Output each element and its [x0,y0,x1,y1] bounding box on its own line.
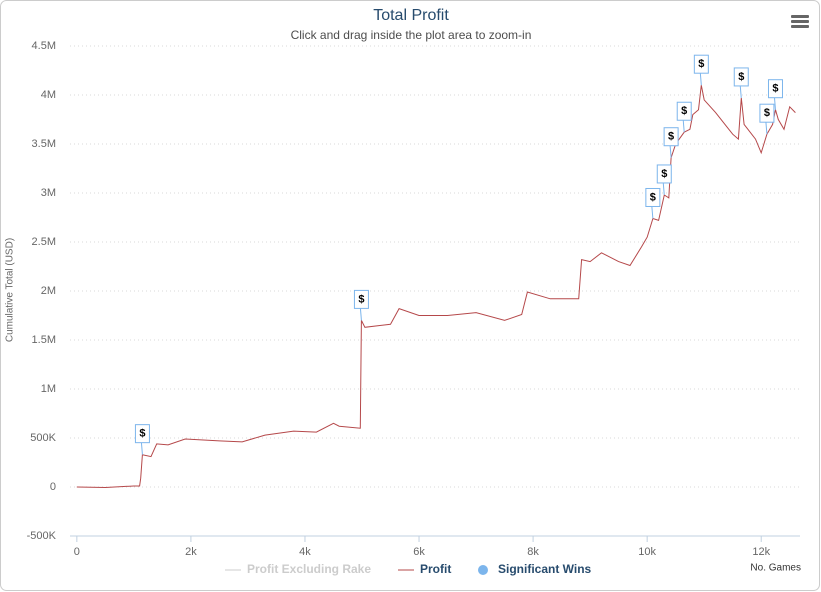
y-axis-label: Cumulative Total (USD) [5,238,16,342]
flag-label: $ [139,428,145,440]
flag-label: $ [661,168,667,180]
menu-button[interactable] [791,15,809,28]
flag-label: $ [681,105,687,117]
flag-label: $ [650,191,656,203]
win-flag: $ [645,187,661,219]
y-tick-label: 2.5M [32,236,56,248]
win-flag: $ [733,67,749,98]
win-flag: $ [693,54,709,86]
legend-label: Profit Excluding Rake [247,562,371,576]
y-tick-label: -500K [27,530,57,542]
y-tick-label: 500K [30,432,56,444]
flag-connector [699,73,702,86]
x-tick-label: 2k [185,546,197,558]
legend-item[interactable]: Significant Wins [478,562,592,576]
flag-connector [765,122,768,135]
win-flag: $ [134,424,150,455]
flag-box [645,187,661,207]
x-tick-label: 10k [638,546,656,558]
flag-label: $ [738,71,744,83]
flag-label: $ [772,83,778,95]
flag-label: $ [764,107,770,119]
y-tick-label: 4M [41,89,56,101]
flag-box [733,67,749,87]
y-tick-label: 2M [41,285,56,297]
legend-label: Significant Wins [498,562,592,576]
win-flag: $ [767,79,783,110]
flag-connector [773,97,776,110]
legend-item[interactable]: Profit Excluding Rake [225,562,371,576]
flag-label: $ [668,131,674,143]
flag-box [663,127,679,147]
flag-box [759,103,775,123]
y-tick-label: 3M [41,187,56,199]
flag-box [353,289,369,309]
flag-connector [682,120,685,133]
flag-connector [669,145,672,158]
y-tick-label: 4.5M [32,40,56,52]
win-flag: $ [676,101,692,133]
flag-box [134,424,150,444]
x-axis-label: No. Games [750,563,801,574]
flag-connector [739,85,742,98]
win-flag: $ [353,289,369,321]
profit-line [76,85,796,489]
legend-item[interactable]: Profit [398,562,451,576]
menu-bar [791,25,809,28]
win-flag: $ [656,164,672,196]
y-tick-label: 0 [50,481,56,493]
chart-title: Total Profit [373,7,449,24]
flag-connector [662,182,665,196]
flag-connector [140,442,143,455]
flag-box [656,164,672,184]
x-tick-label: 12k [752,546,770,558]
legend-label: Profit [420,562,451,576]
flag-connector [651,206,654,219]
x-tick-label: 6k [413,546,425,558]
flag-connector [359,308,362,321]
chart-subtitle: Click and drag inside the plot area to z… [291,28,532,42]
y-tick-label: 1M [41,383,56,395]
x-tick-label: 4k [299,546,311,558]
flag-label: $ [358,293,364,305]
x-tick-label: 0 [74,546,80,558]
flag-box [767,79,783,99]
menu-bar [791,15,809,18]
y-tick-label: 1.5M [32,334,56,346]
y-tick-label: 3.5M [32,138,56,150]
flag-box [676,101,692,121]
x-tick-label: 8k [527,546,539,558]
legend-marker [478,565,488,575]
win-flag: $ [663,127,679,158]
menu-bar [791,20,809,23]
flag-label: $ [698,58,704,70]
flag-box [693,54,709,74]
win-flag: $ [759,103,775,135]
